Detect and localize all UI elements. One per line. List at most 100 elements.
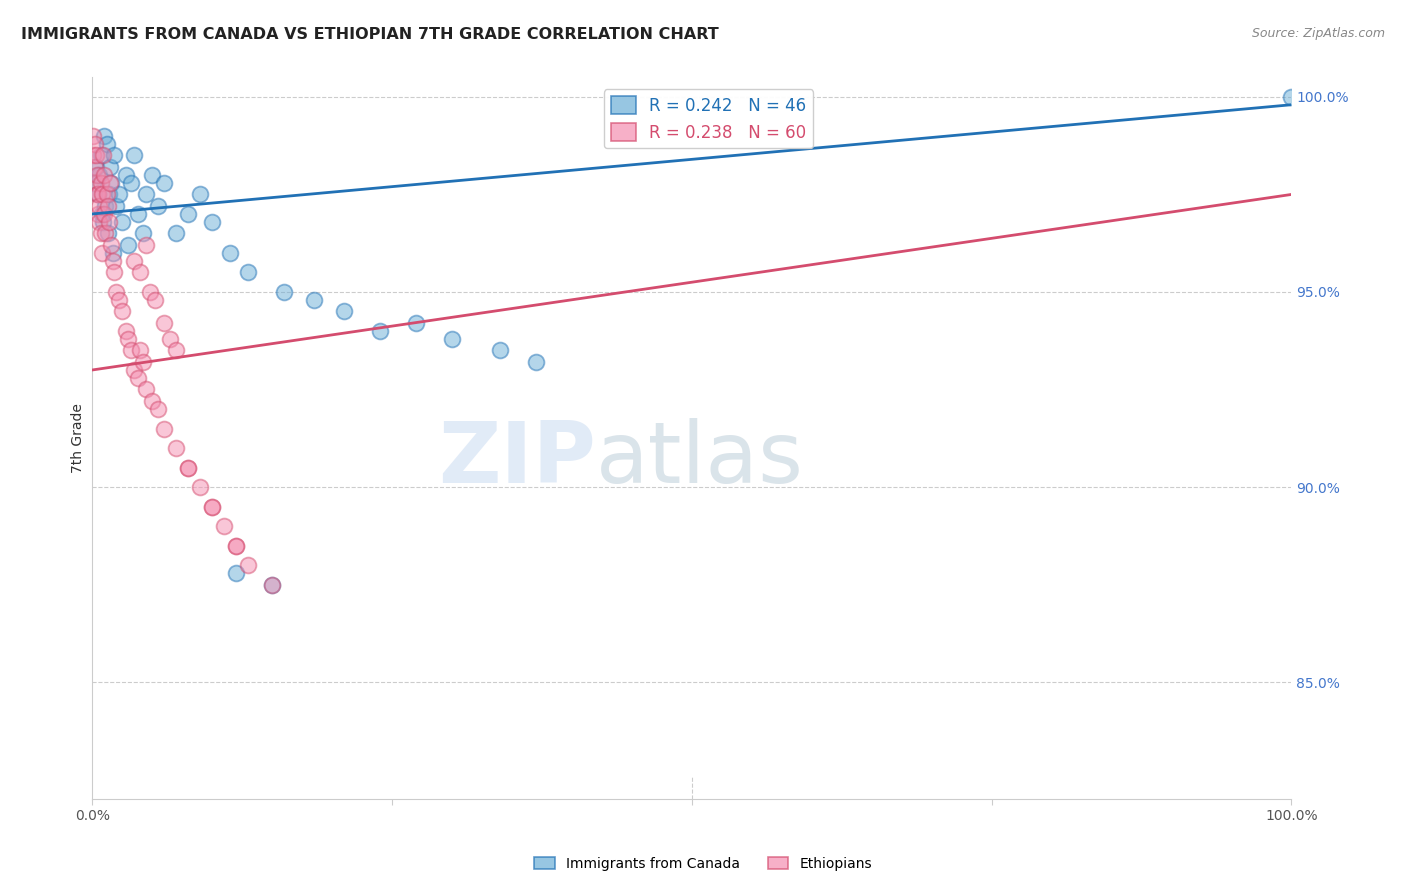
Point (101, 253, 124, 268)
Point (135, 383, 157, 397)
Point (101, 246, 124, 260)
Point (260, 577, 283, 591)
Point (91, 215, 114, 229)
Point (153, 176, 176, 190)
Point (127, 371, 149, 385)
Point (153, 421, 176, 435)
Point (82, 176, 104, 190)
Point (89, 168, 111, 182)
Point (103, 265, 125, 279)
Point (489, 343, 512, 358)
Point (111, 304, 134, 318)
Point (82, 128, 104, 143)
Point (89, 215, 111, 229)
Point (117, 238, 139, 252)
Point (188, 187, 211, 202)
Point (236, 558, 259, 572)
Point (97, 227, 120, 241)
Point (98, 187, 121, 202)
Point (87, 187, 110, 202)
Point (93, 128, 115, 143)
Point (90, 227, 112, 241)
Legend: R = 0.242   N = 46, R = 0.238   N = 60: R = 0.242 N = 46, R = 0.238 N = 60 (605, 89, 813, 148)
Point (90, 207, 112, 221)
Point (90, 176, 112, 190)
Point (87, 207, 110, 221)
Point (135, 187, 157, 202)
Point (96, 187, 118, 202)
Point (225, 566, 247, 580)
Point (84, 160, 107, 174)
Point (83, 160, 105, 174)
Point (153, 316, 176, 330)
Point (333, 304, 356, 318)
Point (97, 199, 120, 213)
Point (94, 227, 117, 241)
Point (127, 207, 149, 221)
Point (225, 539, 247, 553)
Point (103, 148, 125, 162)
Y-axis label: 7th Grade: 7th Grade (72, 403, 86, 473)
Point (122, 148, 145, 162)
Legend: Immigrants from Canada, Ethiopians: Immigrants from Canada, Ethiopians (529, 851, 877, 876)
Point (87, 187, 110, 202)
Point (146, 199, 169, 213)
Point (141, 394, 163, 409)
Point (84, 176, 107, 190)
Point (236, 265, 259, 279)
Point (122, 363, 145, 377)
Point (188, 480, 211, 494)
Point (165, 227, 187, 241)
Point (105, 285, 128, 299)
Point (111, 215, 134, 229)
Point (143, 293, 166, 307)
Point (302, 293, 325, 307)
Point (165, 343, 187, 358)
Point (177, 460, 200, 475)
Point (86, 187, 108, 202)
Text: atlas: atlas (596, 418, 804, 501)
Point (201, 500, 224, 514)
Point (177, 460, 200, 475)
Point (117, 332, 139, 346)
Point (146, 402, 169, 417)
Point (120, 343, 142, 358)
Text: Source: ZipAtlas.com: Source: ZipAtlas.com (1251, 27, 1385, 40)
Point (139, 285, 162, 299)
Point (96, 136, 118, 151)
Point (83, 136, 105, 151)
Point (225, 539, 247, 553)
Point (1279, 90, 1302, 104)
Point (90, 187, 112, 202)
Point (129, 343, 152, 358)
Point (131, 355, 153, 369)
Point (98, 176, 121, 190)
Point (89, 199, 111, 213)
Point (93, 168, 115, 182)
Point (273, 285, 295, 299)
Point (260, 577, 283, 591)
Point (131, 227, 153, 241)
Point (120, 176, 142, 190)
Point (212, 519, 235, 533)
Point (165, 441, 187, 455)
Point (94, 199, 117, 213)
Point (129, 265, 152, 279)
Point (159, 332, 181, 346)
Point (122, 253, 145, 268)
Point (219, 246, 242, 260)
Point (114, 324, 136, 338)
Point (100, 238, 122, 252)
Point (177, 207, 200, 221)
Point (405, 316, 427, 330)
Point (105, 199, 128, 213)
Point (524, 355, 547, 369)
Point (107, 187, 129, 202)
Point (141, 168, 163, 182)
Point (82, 148, 104, 162)
Point (98, 160, 121, 174)
Point (107, 293, 129, 307)
Point (90, 148, 112, 162)
Text: IMMIGRANTS FROM CANADA VS ETHIOPIAN 7TH GRADE CORRELATION CHART: IMMIGRANTS FROM CANADA VS ETHIOPIAN 7TH … (21, 27, 718, 42)
Text: ZIP: ZIP (439, 418, 596, 501)
